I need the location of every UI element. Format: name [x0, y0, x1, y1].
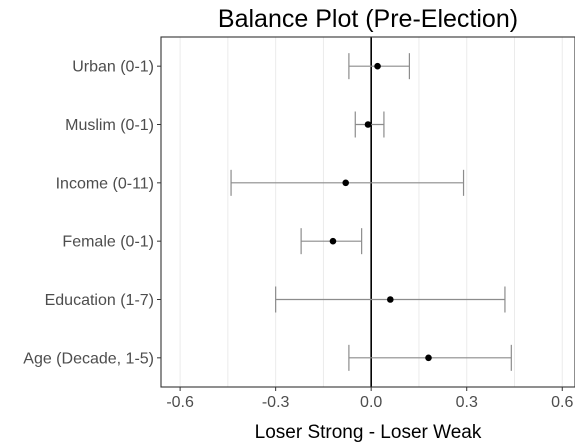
- point-estimate: [342, 179, 350, 187]
- x-axis-ticks: -0.6 -0.3 0.0 0.3 0.6: [166, 387, 573, 411]
- y-axis-labels: Urban (0-1) Muslim (0-1) Income (0-11) Fema…: [23, 59, 161, 367]
- point-estimates: [329, 62, 432, 362]
- chart-title: Balance Plot (Pre-Election): [218, 5, 518, 33]
- x-axis-label: Loser Strong - Loser Weak: [255, 422, 482, 443]
- x-tick-label: 0.0: [360, 394, 382, 411]
- point-estimate: [364, 121, 372, 128]
- y-tick-label: Female (0-1): [62, 234, 154, 251]
- x-tick-label: 0.6: [551, 394, 573, 411]
- point-estimate: [329, 237, 337, 245]
- point-estimate: [386, 296, 394, 303]
- y-tick-label: Age (Decade, 1-5): [23, 350, 154, 367]
- y-tick-label: Urban (0-1): [72, 59, 154, 76]
- point-estimate: [374, 62, 381, 70]
- x-tick-label: -0.6: [166, 394, 194, 411]
- x-tick-label: -0.3: [262, 394, 290, 411]
- y-tick-label: Education (1-7): [45, 292, 154, 309]
- y-tick-label: Income (0-11): [56, 175, 154, 192]
- point-estimate: [425, 354, 432, 362]
- x-tick-label: 0.3: [456, 394, 478, 411]
- plot-panel: [160, 36, 575, 388]
- y-tick-label: Muslim (0-1): [65, 117, 154, 134]
